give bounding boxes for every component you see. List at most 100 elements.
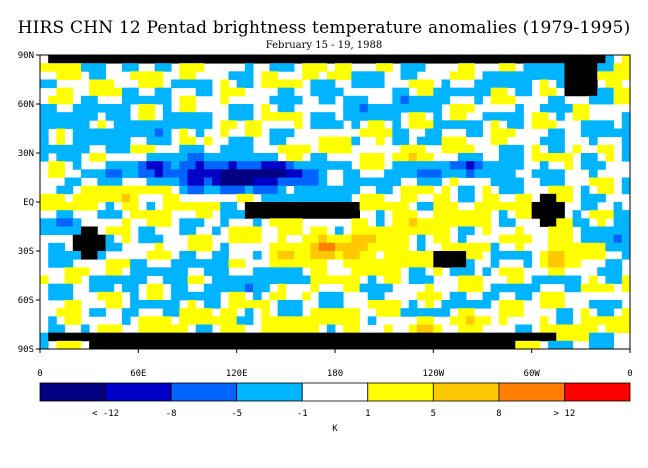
anomaly-cell: [367, 226, 377, 236]
anomaly-cell: [326, 71, 336, 80]
anomaly-cell: [113, 226, 123, 236]
anomaly-cell: [400, 332, 410, 342]
anomaly-cell: [56, 63, 65, 72]
anomaly-cell: [556, 63, 565, 72]
anomaly-cell: [498, 308, 508, 317]
anomaly-cell: [302, 193, 311, 203]
anomaly-cell: [203, 153, 213, 162]
anomaly-cell: [474, 87, 483, 97]
anomaly-cell: [351, 79, 360, 89]
anomaly-cell: [40, 120, 49, 129]
anomaly-cell: [556, 128, 565, 138]
anomaly-cell: [425, 87, 434, 97]
anomaly-cell: [375, 202, 385, 211]
anomaly-cell: [203, 291, 213, 301]
anomaly-cell: [384, 242, 393, 252]
anomaly-cell: [351, 202, 360, 211]
anomaly-cell: [507, 120, 516, 129]
anomaly-cell: [523, 63, 533, 72]
anomaly-cell: [343, 275, 352, 285]
anomaly-cell: [507, 161, 516, 170]
anomaly-cell: [48, 95, 57, 105]
anomaly-cell: [425, 340, 434, 350]
anomaly-cell: [474, 340, 483, 350]
anomaly-cell: [179, 340, 188, 350]
anomaly-cell: [277, 332, 287, 342]
anomaly-cell: [474, 55, 483, 64]
anomaly-cell: [154, 169, 164, 178]
anomaly-cell: [408, 104, 418, 113]
anomaly-cell: [294, 202, 303, 211]
anomaly-cell: [179, 55, 188, 64]
anomaly-cell: [171, 202, 180, 211]
anomaly-cell: [564, 63, 574, 72]
anomaly-cell: [179, 202, 188, 211]
anomaly-cell: [351, 275, 360, 285]
anomaly-cell: [564, 185, 574, 195]
anomaly-cell: [138, 112, 147, 121]
anomaly-cell: [589, 55, 598, 64]
anomaly-cell: [244, 104, 254, 113]
anomaly-cell: [121, 136, 131, 146]
anomaly-cell: [392, 275, 401, 285]
x-tick-label: 60E: [130, 369, 146, 379]
anomaly-cell: [318, 259, 328, 268]
anomaly-cell: [589, 95, 598, 105]
anomaly-cell: [335, 120, 344, 129]
anomaly-cell: [121, 87, 131, 97]
anomaly-cell: [105, 275, 115, 285]
anomaly-cell: [507, 283, 516, 293]
anomaly-cell: [384, 340, 393, 350]
anomaly-cell: [212, 267, 221, 276]
anomaly-cell: [138, 161, 147, 170]
anomaly-cell: [343, 112, 352, 121]
anomaly-cell: [548, 193, 557, 203]
anomaly-cell: [97, 55, 106, 64]
anomaly-cell: [113, 87, 123, 97]
anomaly-cell: [113, 267, 123, 276]
anomaly-cell: [318, 112, 328, 121]
colorbar-unit: K: [332, 424, 338, 434]
anomaly-cell: [113, 144, 123, 154]
anomaly-cell: [220, 267, 229, 276]
anomaly-cell: [203, 120, 213, 129]
anomaly-cell: [474, 316, 483, 325]
anomaly-cell: [277, 234, 287, 244]
anomaly-cell: [457, 316, 467, 325]
anomaly-cell: [318, 308, 328, 317]
anomaly-cell: [121, 55, 131, 64]
anomaly-cell: [343, 210, 352, 219]
anomaly-cell: [507, 332, 516, 342]
anomaly-cell: [556, 144, 565, 154]
anomaly-cell: [539, 210, 549, 219]
anomaly-cell: [416, 259, 426, 268]
anomaly-cell: [392, 112, 401, 121]
anomaly-cell: [457, 259, 467, 268]
anomaly-cell: [154, 95, 164, 105]
anomaly-cell: [392, 177, 401, 187]
anomaly-cell: [433, 55, 442, 64]
anomaly-cell: [605, 55, 615, 64]
anomaly-cell: [285, 308, 295, 317]
anomaly-cell: [253, 234, 262, 244]
anomaly-cell: [605, 185, 615, 195]
anomaly-cell: [425, 202, 434, 211]
anomaly-cell: [56, 153, 65, 162]
anomaly-cell: [498, 300, 508, 309]
anomaly-cell: [326, 95, 336, 105]
anomaly-cell: [310, 202, 320, 211]
anomaly-cell: [64, 226, 74, 236]
anomaly-cell: [89, 193, 98, 203]
anomaly-cell: [228, 324, 238, 334]
anomaly-cell: [425, 316, 434, 325]
x-tick-label: 180: [327, 369, 343, 379]
anomaly-cell: [228, 340, 238, 350]
anomaly-cell: [441, 95, 451, 105]
anomaly-cell: [441, 218, 451, 227]
anomaly-cell: [384, 275, 393, 285]
anomaly-cell: [269, 177, 279, 187]
anomaly-cell: [220, 218, 229, 227]
anomaly-cell: [72, 300, 82, 309]
anomaly-cell: [449, 210, 459, 219]
anomaly-cell: [244, 177, 254, 187]
